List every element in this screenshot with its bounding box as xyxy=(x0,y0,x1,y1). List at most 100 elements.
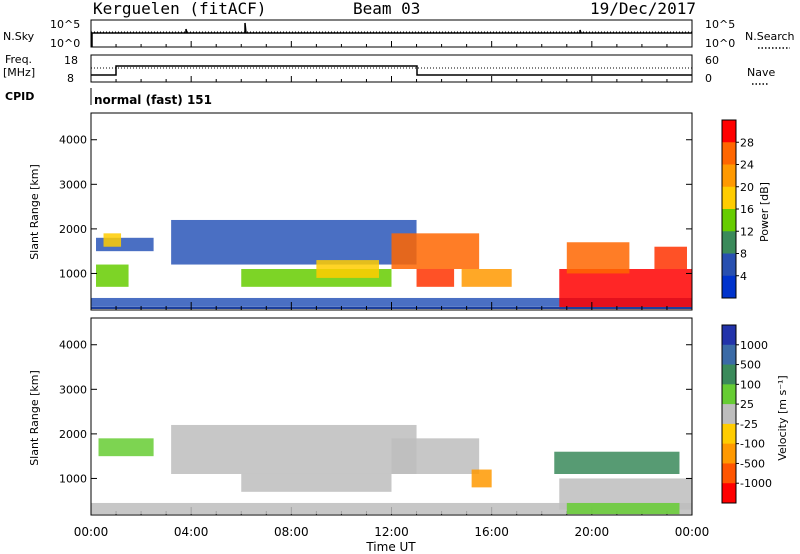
colorbar-tick-label: 1000 xyxy=(740,339,768,352)
colorbar-swatch xyxy=(722,164,736,188)
scatter-region xyxy=(171,219,417,265)
colorbar-tick-label: 28 xyxy=(740,136,754,149)
velocity-ylabel: Slant Range [km] xyxy=(28,370,41,466)
nsearch-label: N.Search xyxy=(745,30,795,43)
freq-panel: Freq. [MHz] 18 8 60 0 Nave CPID normal (… xyxy=(3,53,775,107)
scatter-region xyxy=(171,424,417,474)
scatter-region xyxy=(566,502,680,515)
colorbar-swatch xyxy=(722,364,736,385)
cpid-mode: normal (fast) 151 xyxy=(94,93,212,107)
scatter-region xyxy=(391,438,480,474)
y-tick-label: 2000 xyxy=(59,428,87,441)
x-tick-label: 04:00 xyxy=(174,525,209,539)
date-title: 19/Dec/2017 xyxy=(590,0,696,18)
colorbar-tick-label: -100 xyxy=(740,438,765,451)
velocity-cbar-label: Velocity [m s⁻¹] xyxy=(776,375,789,460)
colorbar-swatch xyxy=(722,404,736,425)
y-tick-label: 3000 xyxy=(59,383,87,396)
power-yticks: 1000 2000 3000 4000 xyxy=(59,134,692,280)
colorbar-tick-label: 8 xyxy=(740,248,747,261)
scatter-region xyxy=(98,438,154,457)
nsky-left-tick-top: 10^5 xyxy=(50,18,80,31)
nsky-panel: N.Sky 10^5 10^0 10^5 10^0 N.Search xyxy=(3,18,795,50)
colorbar-swatch xyxy=(722,120,736,143)
colorbar-tick-label: 100 xyxy=(740,378,761,391)
colorbar-swatch xyxy=(722,231,736,254)
colorbar-swatch xyxy=(722,483,736,504)
colorbar-swatch xyxy=(722,443,736,464)
colorbar-tick-label: -1000 xyxy=(740,477,772,490)
colorbar-tick-label: 4 xyxy=(740,270,747,283)
x-tick-label: 08:00 xyxy=(274,525,309,539)
velocity-regions xyxy=(91,424,692,515)
x-tick-label: 00:00 xyxy=(675,525,710,539)
scatter-region xyxy=(654,246,687,269)
colorbar-swatch xyxy=(722,325,736,346)
colorbar-swatch xyxy=(722,384,736,405)
colorbar-tick-label: 500 xyxy=(740,359,761,372)
colorbar-swatch xyxy=(722,463,736,484)
velocity-xlabel: Time UT xyxy=(365,540,416,554)
power-xminor xyxy=(90,41,693,515)
x-tick-label: 16:00 xyxy=(474,525,509,539)
colorbar-tick-label: 20 xyxy=(740,181,754,194)
colorbar-tick-label: -25 xyxy=(740,418,758,431)
y-tick-label: 4000 xyxy=(59,339,87,352)
x-tick-label: 12:00 xyxy=(374,525,409,539)
nsky-trace xyxy=(91,22,692,47)
freq-trace xyxy=(91,65,692,76)
x-tick-label: 20:00 xyxy=(575,525,610,539)
colorbar-tick-label: 16 xyxy=(740,203,754,216)
y-tick-label: 1000 xyxy=(59,472,87,485)
scatter-region xyxy=(96,264,129,287)
nave-label: Nave xyxy=(747,66,775,79)
nsky-right-tick-top: 10^5 xyxy=(705,18,735,31)
nsky-label: N.Sky xyxy=(3,30,35,43)
y-tick-label: 4000 xyxy=(59,134,87,147)
colorbar-tick-label: 24 xyxy=(740,159,754,172)
scatter-region xyxy=(471,469,492,488)
colorbar-swatch xyxy=(722,344,736,366)
colorbar-tick-label: 12 xyxy=(740,225,754,238)
power-colorbar: 28 24 20 16 12 8 4 xyxy=(721,119,754,299)
scatter-region xyxy=(566,242,630,274)
power-ylabel: Slant Range [km] xyxy=(28,164,41,260)
power-regions xyxy=(91,219,692,310)
nsky-left-tick-bottom: 10^0 xyxy=(50,37,80,50)
scatter-region xyxy=(103,233,122,247)
x-tick-label: 00:00 xyxy=(74,525,109,539)
scatter-region xyxy=(391,233,480,269)
scatter-region xyxy=(554,451,680,474)
freq-label-line2: [MHz] xyxy=(3,66,35,79)
scatter-region xyxy=(461,268,512,287)
colorbar-tick-label: -500 xyxy=(740,457,765,470)
y-tick-label: 3000 xyxy=(59,178,87,191)
cpid-label: CPID xyxy=(5,90,34,103)
velocity-panel: 1000 2000 3000 4000 00:00 04:00 08:00 12:00 16:… xyxy=(28,317,789,554)
colorbar-swatch xyxy=(722,209,736,232)
scatter-region xyxy=(241,473,392,492)
colorbar-swatch xyxy=(722,253,736,277)
y-tick-label: 2000 xyxy=(59,223,87,236)
freq-right-tick-bottom: 0 xyxy=(705,72,712,85)
beam-title: Beam 03 xyxy=(353,0,420,18)
velocity-colorbar: 1000 500 100 25 -25 -100 -500 -1000 xyxy=(721,324,772,504)
velocity-frame xyxy=(90,317,693,516)
velocity-xticks: 00:00 04:00 08:00 12:00 16:00 20:00 00:00 xyxy=(74,525,710,539)
scatter-region xyxy=(416,268,455,287)
power-cbar-label: Power [dB] xyxy=(758,182,771,242)
nsky-right-tick-bottom: 10^0 xyxy=(705,37,735,50)
freq-left-tick-top: 18 xyxy=(64,54,78,67)
freq-label-line1: Freq. xyxy=(5,53,32,66)
colorbar-swatch xyxy=(722,186,736,210)
station-title: Kerguelen (fitACF) xyxy=(93,0,266,18)
colorbar-swatch xyxy=(722,142,736,165)
freq-right-tick-top: 60 xyxy=(705,54,719,67)
velocity-yticks: 1000 2000 3000 4000 xyxy=(59,339,692,485)
y-tick-label: 1000 xyxy=(59,267,87,280)
colorbar-swatch xyxy=(722,423,736,445)
scatter-region xyxy=(316,260,379,278)
scatter-region xyxy=(91,502,692,515)
